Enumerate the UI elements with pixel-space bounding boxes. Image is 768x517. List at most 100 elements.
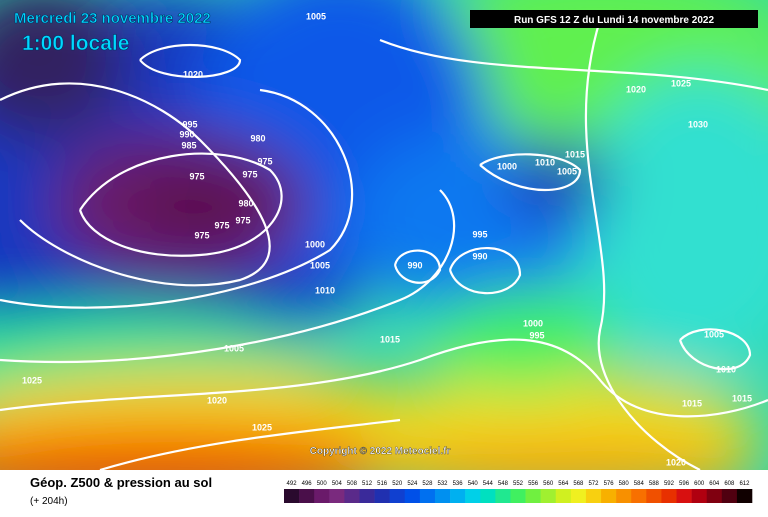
isobar-label: 975 — [189, 171, 204, 181]
colorbar-label: 536 — [453, 481, 464, 487]
colorbar-swatch — [721, 489, 738, 503]
run-info: Run GFS 12 Z du Lundi 14 novembre 2022 — [514, 15, 714, 26]
colorbar-swatch — [540, 489, 557, 503]
isobar — [0, 82, 271, 287]
colorbar-label: 600 — [694, 481, 705, 487]
colorbar-swatch — [555, 489, 572, 503]
colorbar-swatch — [631, 489, 647, 503]
colorbar-label: 580 — [619, 481, 630, 487]
isobar-label: 1005 — [224, 343, 244, 353]
isobar-label: 1020 — [626, 84, 646, 94]
colorbar-swatch — [359, 489, 375, 503]
colorbar-swatch — [314, 489, 330, 503]
isobar-label: 1010 — [315, 285, 335, 295]
colorbar-label: 552 — [513, 481, 524, 487]
colorbar-label: 500 — [317, 481, 328, 487]
colorbar-label: 560 — [543, 481, 554, 487]
isobar-label: 1005 — [704, 329, 724, 339]
colorbar-label: 612 — [739, 481, 750, 487]
isobar-label: 975 — [242, 169, 257, 179]
colorbar-label: 544 — [483, 481, 494, 487]
colorbar-label: 504 — [332, 481, 343, 487]
colorbar-swatch — [419, 489, 436, 503]
footer-lead: (+ 204h) — [30, 496, 68, 507]
isobar — [78, 152, 283, 257]
colorbar-swatch — [510, 489, 526, 503]
isobar-label: 1025 — [22, 375, 42, 385]
isobar-label: 1010 — [535, 157, 555, 167]
isobar-label: 975 — [257, 156, 272, 166]
colorbar-label: 556 — [528, 481, 539, 487]
colorbar-swatch — [284, 489, 300, 503]
colorbar-swatch — [585, 489, 602, 503]
colorbar-swatch — [344, 489, 360, 503]
colorbar-label: 508 — [347, 481, 358, 487]
isobar — [678, 328, 752, 371]
isobar-label: 995 — [182, 119, 197, 129]
isobar-label: 1005 — [306, 11, 326, 21]
isobar — [584, 19, 701, 470]
run-box — [470, 10, 758, 28]
isobar-label: 1020 — [183, 69, 203, 79]
isobar-label: 1015 — [565, 149, 585, 159]
isobar-label: 1010 — [716, 364, 736, 374]
footer-title: Géop. Z500 & pression au sol — [30, 475, 212, 490]
colorbar-label: 576 — [604, 481, 615, 487]
isobar-label: 1000 — [305, 239, 325, 249]
colorbar-label: 520 — [392, 481, 403, 487]
isobar-label: 980 — [238, 198, 253, 208]
isobar-label: 985 — [181, 140, 196, 150]
colorbar-swatch — [465, 489, 481, 503]
isobar-label: 1000 — [523, 318, 543, 328]
colorbar-label: 608 — [724, 481, 735, 487]
isobar — [0, 189, 456, 364]
colorbar-label: 516 — [377, 481, 388, 487]
colorbar-label: 496 — [302, 481, 313, 487]
colorbar-swatch — [676, 489, 692, 503]
isobar-label: 975 — [214, 220, 229, 230]
isobar-label: 990 — [407, 260, 422, 270]
colorbar-label: 588 — [649, 481, 660, 487]
colorbar-label: 540 — [468, 481, 479, 487]
isobar — [379, 38, 768, 92]
isobar-label: 975 — [235, 215, 250, 225]
colorbar-label: 564 — [558, 481, 569, 487]
colorbar-swatch — [736, 489, 753, 503]
colorbar-label: 532 — [438, 481, 449, 487]
colorbar-swatch — [450, 489, 466, 503]
isobar-label: 1005 — [557, 166, 577, 176]
colorbar-swatch — [525, 489, 541, 503]
colorbar-swatch — [480, 489, 496, 503]
colorbar-swatch — [646, 489, 662, 503]
isobar-label: 1015 — [380, 334, 400, 344]
isobar — [393, 249, 442, 284]
isobar — [479, 153, 582, 192]
colorbar-swatch — [389, 489, 406, 503]
isobar-label: 1020 — [666, 457, 686, 467]
colorbar-swatch — [299, 489, 315, 503]
isobar-label: 1025 — [252, 422, 272, 432]
isobar — [0, 338, 768, 418]
colorbar-label: 592 — [664, 481, 675, 487]
colorbar-label: 492 — [287, 481, 298, 487]
isobar-label: 980 — [250, 133, 265, 143]
colorbar-swatch — [706, 489, 723, 503]
isobar — [448, 247, 522, 295]
colorbar-swatch — [616, 489, 632, 503]
copyright: Copyright © 2022 Meteociel.fr — [310, 446, 451, 457]
isobar-label: 1005 — [310, 260, 330, 270]
isobar-label: 1025 — [671, 78, 691, 88]
isobar-label: 1030 — [688, 119, 708, 129]
colorbar-swatch — [329, 489, 345, 503]
isobar-label: 995 — [529, 330, 544, 340]
isobar — [139, 44, 242, 78]
colorbar-label: 572 — [588, 481, 599, 487]
isobar-label: 990 — [472, 251, 487, 261]
colorbar-label: 596 — [679, 481, 690, 487]
isobar-label: 1000 — [497, 161, 517, 171]
isobar-label: 1015 — [682, 398, 702, 408]
isobar-label: 995 — [472, 229, 487, 239]
